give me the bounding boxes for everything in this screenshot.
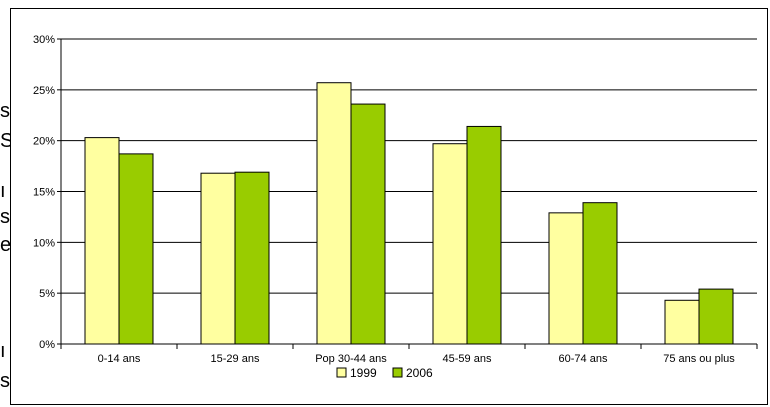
bar-2006-3	[466, 125, 502, 345]
y-tick-label: 5%	[39, 288, 55, 300]
bar-2006-1	[234, 171, 270, 345]
y-tick-label: 15%	[33, 187, 55, 199]
x-tick-label: 0-14 ans	[98, 353, 141, 365]
bar-2006-5	[698, 288, 734, 345]
bar-1999-3	[432, 143, 468, 345]
y-tick-label: 0%	[39, 339, 55, 351]
bar-1999-5	[664, 299, 700, 345]
bar-2006-2	[350, 103, 386, 345]
y-tick-label: 10%	[33, 237, 55, 249]
y-tick-label: 25%	[33, 85, 55, 97]
bar-2006-4	[582, 202, 618, 345]
legend-label-1999: 1999	[350, 366, 377, 380]
bar-1999-0	[84, 137, 120, 345]
x-tick-label: Pop 30-44 ans	[315, 353, 387, 365]
bar-chart: 0% 5% 10% 15% 20% 25% 30% 0-14 ans 15-29 ans Pop …	[33, 34, 758, 380]
bar-1999-4	[548, 212, 584, 345]
legend-label-2006: 2006	[406, 366, 433, 380]
x-tick-label: 75 ans ou plus	[663, 353, 735, 365]
x-tick-label: 45-59 ans	[443, 353, 492, 365]
chart-frame: 0% 5% 10% 15% 20% 25% 30% 0-14 ans 15-29 ans Pop …	[10, 8, 768, 405]
bar-2006-0	[118, 153, 154, 345]
bar-1999-1	[200, 172, 236, 345]
y-tick-label: 20%	[33, 136, 55, 148]
legend-swatch-2006	[392, 367, 403, 378]
bar-1999-2	[316, 82, 352, 345]
x-tick-label: 60-74 ans	[559, 353, 608, 365]
x-tick-label: 15-29 ans	[211, 353, 260, 365]
legend-swatch-1999	[336, 367, 347, 378]
y-tick-label: 30%	[33, 34, 55, 46]
